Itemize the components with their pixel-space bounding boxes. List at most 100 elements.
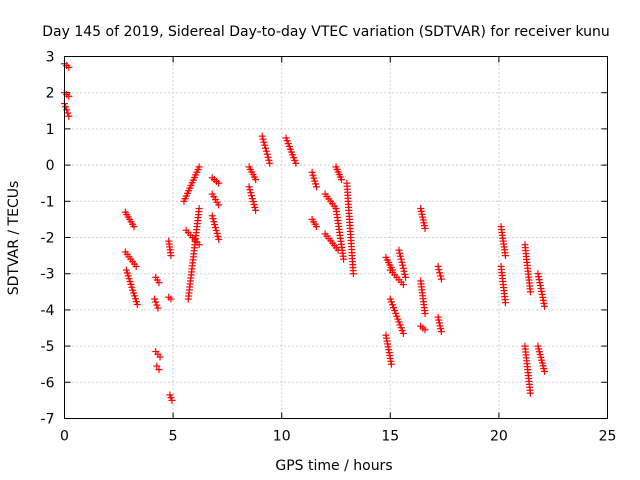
y-tick-label: -3 <box>41 267 55 283</box>
data-point <box>401 270 409 278</box>
data-point <box>262 144 270 152</box>
data-point <box>501 299 509 307</box>
data-point <box>400 267 408 275</box>
data-point <box>65 92 73 100</box>
y-tick-label: -1 <box>41 194 55 210</box>
data-point <box>132 262 140 270</box>
data-point <box>212 226 220 234</box>
x-tick-label: 10 <box>273 429 291 445</box>
data-point <box>292 159 300 167</box>
data-point <box>437 275 445 283</box>
data-point <box>208 212 216 220</box>
data-point <box>434 262 442 270</box>
data-point <box>167 295 175 303</box>
plot-frame <box>64 56 608 419</box>
data-point <box>349 270 357 278</box>
data-point <box>397 255 405 263</box>
y-tick-label: -2 <box>41 231 55 247</box>
data-point <box>152 298 160 306</box>
data-point <box>337 176 345 184</box>
x-tick-label: 25 <box>599 429 617 445</box>
data-point <box>168 396 176 404</box>
data-point <box>396 249 404 257</box>
data-point <box>437 272 445 280</box>
y-tick-label: -4 <box>41 303 55 319</box>
x-tick-label: 15 <box>381 429 399 445</box>
y-tick-label: 3 <box>46 50 55 66</box>
data-point <box>215 201 223 209</box>
data-point <box>65 63 73 71</box>
data-point <box>248 195 256 203</box>
x-axis-label: GPS time / hours <box>275 458 392 474</box>
data-point <box>258 132 266 140</box>
data-point <box>64 109 72 117</box>
data-point <box>436 269 444 277</box>
data-point <box>153 301 161 309</box>
data-point <box>264 153 272 161</box>
y-tick-label: -6 <box>41 375 55 391</box>
data-point <box>62 103 70 111</box>
chart-title: Day 145 of 2019, Sidereal Day-to-day VTE… <box>42 24 610 40</box>
data-point <box>167 252 175 260</box>
data-point <box>261 141 269 149</box>
y-tick-label: 2 <box>46 86 55 102</box>
data-point <box>501 252 509 260</box>
data-point <box>250 200 258 208</box>
data-point <box>399 264 407 272</box>
data-point <box>130 223 138 231</box>
data-point <box>211 221 219 229</box>
data-point <box>437 328 445 336</box>
data-point <box>526 389 534 397</box>
data-point <box>421 310 429 318</box>
data-point <box>215 235 223 243</box>
x-tick-label: 5 <box>169 429 178 445</box>
data-point <box>214 232 222 240</box>
y-tick-label: -7 <box>41 412 55 428</box>
data-point <box>398 258 406 266</box>
data-point <box>248 192 256 200</box>
data-point <box>395 246 403 254</box>
data-point <box>526 288 534 296</box>
data-point <box>387 360 395 368</box>
data-point <box>251 203 259 211</box>
data-point <box>402 273 410 281</box>
data-point <box>396 252 404 260</box>
data-point <box>211 224 219 232</box>
data-point <box>209 215 217 223</box>
data-point <box>252 176 260 184</box>
data-point <box>195 205 203 213</box>
grid <box>64 56 608 419</box>
y-tick-label: -5 <box>41 339 55 355</box>
data-point <box>133 300 141 308</box>
y-tick-label: 1 <box>46 122 55 138</box>
data-point <box>245 183 253 191</box>
data-point <box>259 135 267 143</box>
data-point <box>265 156 273 164</box>
data-point <box>155 279 163 287</box>
x-tick-label: 20 <box>490 429 508 445</box>
data-point <box>421 326 429 334</box>
data-point <box>435 266 443 274</box>
data-point <box>263 150 271 158</box>
data-point <box>399 329 407 337</box>
data-point <box>246 186 254 194</box>
data-point <box>541 302 549 310</box>
data-point <box>421 224 429 232</box>
data-point <box>340 255 348 263</box>
data-point <box>399 261 407 269</box>
data-point <box>154 304 162 312</box>
data-point <box>153 362 161 370</box>
data-point <box>260 138 268 146</box>
data-point <box>195 163 203 171</box>
data-point <box>312 223 320 231</box>
data-point <box>249 198 257 206</box>
data-point <box>210 218 218 226</box>
data-point <box>215 179 223 187</box>
data-points <box>61 60 549 404</box>
data-point <box>262 147 270 155</box>
data-point <box>266 159 274 167</box>
data-point <box>541 367 549 375</box>
data-point <box>399 281 407 289</box>
x-tick-label: 0 <box>60 429 69 445</box>
